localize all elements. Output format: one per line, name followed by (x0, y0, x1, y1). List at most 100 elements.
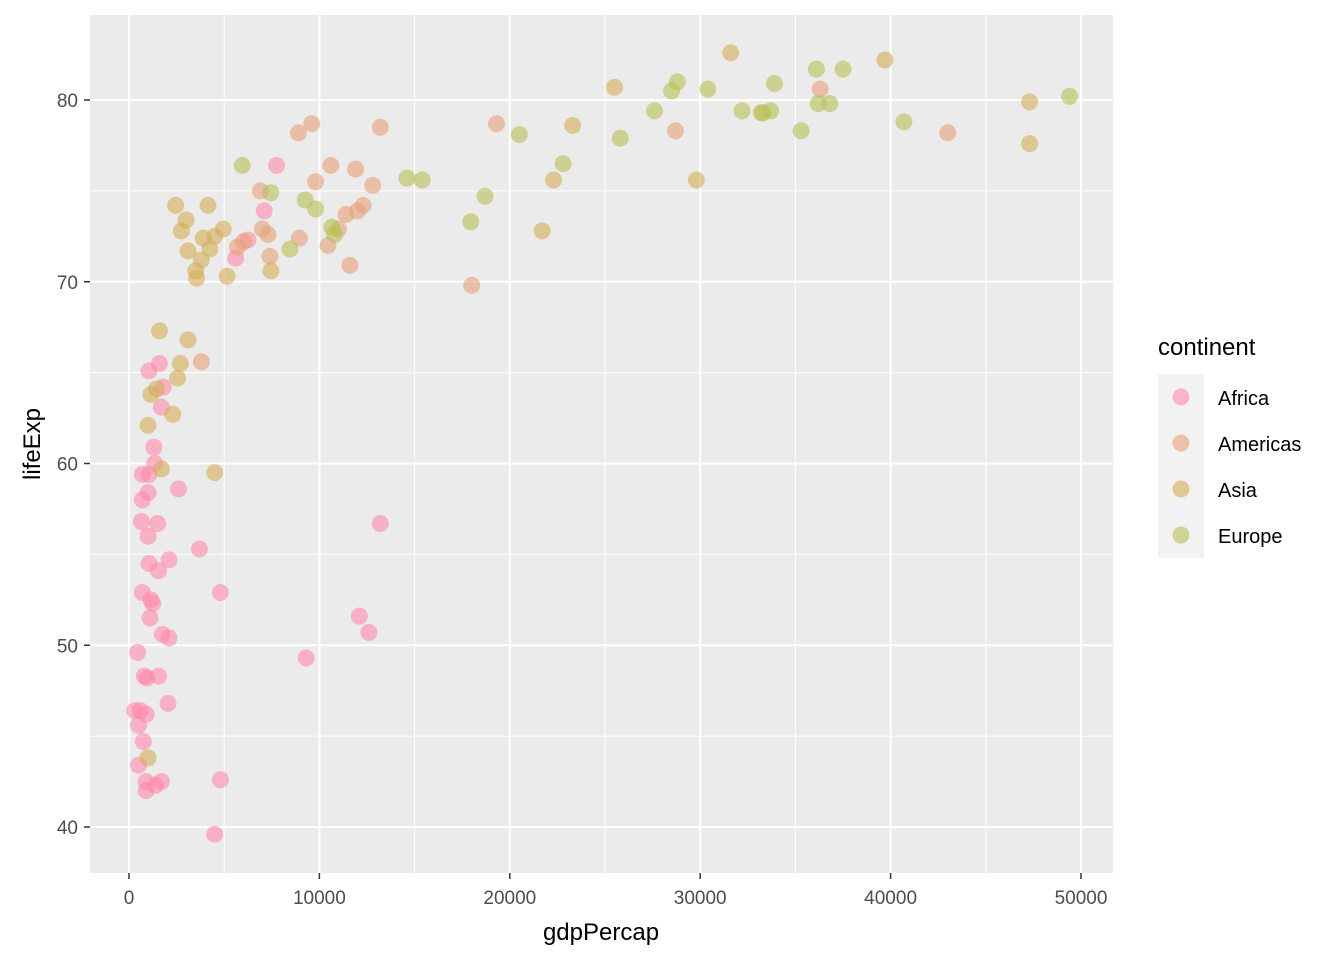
x-tick-label: 0 (124, 888, 135, 909)
data-point (606, 78, 624, 96)
data-point (611, 129, 629, 147)
data-point (281, 240, 299, 258)
data-point (169, 369, 187, 387)
data-point (533, 222, 551, 240)
legend-label: Africa (1218, 388, 1270, 410)
y-tick-label: 80 (57, 91, 78, 112)
data-point (834, 60, 852, 78)
data-point (160, 551, 178, 569)
legend-key-americas (1172, 434, 1190, 452)
data-point (152, 460, 170, 478)
legend-key-asia (1172, 480, 1190, 498)
data-point (134, 733, 152, 751)
data-point (150, 322, 168, 340)
data-point (218, 267, 236, 285)
data-point (811, 80, 829, 98)
data-point (322, 156, 340, 174)
data-point (687, 171, 705, 189)
legend-label: Asia (1218, 480, 1258, 502)
data-point (233, 156, 251, 174)
series-europe (233, 60, 1079, 258)
data-point (297, 649, 315, 667)
data-point (140, 362, 158, 380)
data-point (939, 124, 957, 142)
panel-background (90, 15, 1113, 873)
data-point (807, 60, 825, 78)
y-axis-title: lifeExp (19, 408, 46, 480)
data-point (289, 124, 307, 142)
data-point (371, 514, 389, 532)
data-point (160, 629, 178, 647)
data-point (307, 200, 325, 218)
data-point (462, 213, 480, 231)
data-point (255, 202, 273, 220)
data-point (171, 355, 189, 373)
data-point (348, 202, 366, 220)
x-tick-label: 20000 (483, 888, 536, 909)
series-asia (139, 44, 1039, 767)
data-point (699, 80, 717, 98)
data-point (132, 513, 150, 531)
data-point (139, 416, 157, 434)
data-point (413, 171, 431, 189)
data-point (229, 238, 247, 256)
data-point (138, 669, 156, 687)
data-point (179, 242, 197, 260)
data-point (192, 353, 210, 371)
data-point (149, 514, 167, 532)
legend-title: continent (1158, 334, 1256, 361)
data-point (350, 607, 368, 625)
y-tick-label: 70 (57, 273, 78, 294)
data-point (364, 176, 382, 194)
data-point (144, 594, 162, 612)
data-point (341, 256, 359, 274)
data-point (141, 609, 159, 627)
data-point (142, 385, 160, 403)
data-point (130, 716, 148, 734)
data-point (663, 82, 681, 100)
data-point (139, 749, 157, 767)
data-point (545, 171, 563, 189)
data-point (211, 584, 229, 602)
legend-label: Americas (1218, 434, 1301, 456)
legend-key-europe (1172, 526, 1190, 544)
data-point (303, 115, 321, 133)
x-tick-label: 10000 (293, 888, 346, 909)
axes: 0 10000 20000 30000 40000 50000 40 50 60 70 80 (57, 91, 1108, 909)
data-point (199, 196, 217, 214)
data-point (133, 491, 151, 509)
data-point (268, 156, 286, 174)
data-point (206, 825, 224, 843)
legend-label: Europe (1218, 526, 1283, 548)
data-point (646, 102, 664, 120)
data-point (360, 624, 378, 642)
data-point (666, 122, 684, 140)
data-point (876, 51, 894, 69)
data-point (398, 169, 416, 187)
data-point (307, 173, 325, 191)
x-tick-label: 30000 (674, 888, 727, 909)
minor-gridlines (90, 15, 1113, 873)
y-tick-label: 60 (57, 455, 78, 476)
data-point (188, 269, 206, 287)
data-point (179, 331, 197, 349)
data-point (564, 116, 582, 134)
data-point (129, 644, 147, 662)
data-point (145, 438, 163, 456)
data-point (1021, 93, 1039, 111)
data-point (895, 113, 913, 131)
data-point (463, 276, 481, 294)
data-point (139, 527, 157, 545)
series-africa (126, 156, 389, 843)
data-point (765, 75, 783, 93)
data-point (792, 122, 810, 140)
legend-key-africa (1172, 388, 1190, 406)
data-point (487, 115, 505, 133)
data-point (1061, 87, 1079, 105)
x-tick-label: 50000 (1055, 888, 1108, 909)
data-point (170, 480, 188, 498)
data-point (733, 102, 751, 120)
y-tick-label: 50 (57, 636, 78, 657)
data-point (159, 694, 177, 712)
